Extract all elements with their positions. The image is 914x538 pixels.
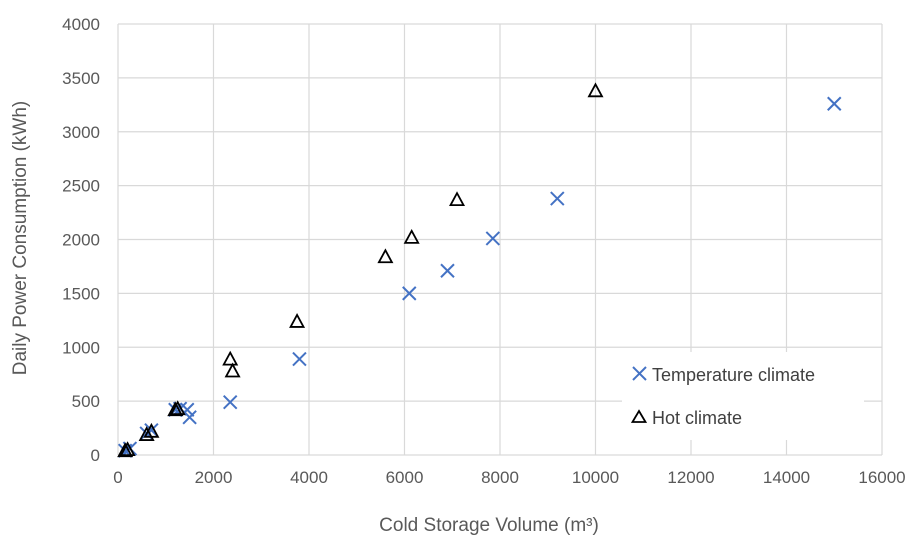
hot-climate-point	[449, 191, 466, 207]
y-tick-label: 1000	[62, 338, 100, 357]
temperature-climate-point	[550, 191, 565, 206]
x-axis-title: Cold Storage Volume (m³)	[379, 515, 599, 536]
temperature-climate-point	[182, 410, 197, 425]
temperature-climate-point	[402, 286, 417, 301]
temperature-climate-point	[827, 96, 842, 111]
y-tick-label: 2500	[62, 177, 100, 196]
legend-marker-hot	[630, 409, 648, 423]
y-tick-label: 500	[72, 392, 100, 411]
hot-climate-point	[143, 422, 160, 438]
x-tick-label: 2000	[195, 468, 233, 487]
x-tick-label: 12000	[667, 468, 714, 487]
data-points	[117, 82, 842, 458]
x-tick-label: 10000	[572, 468, 619, 487]
hot-climate-point	[377, 248, 394, 264]
temperature-climate-point	[292, 351, 307, 367]
hot-climate-point	[222, 350, 239, 366]
hot-climate-point	[138, 426, 155, 441]
x-tick-label: 4000	[290, 468, 328, 487]
legend: Temperature climate Hot climate	[622, 352, 864, 440]
y-tick-label: 3500	[62, 69, 100, 88]
grid-lines	[117, 23, 883, 456]
y-tick-label: 3000	[62, 123, 100, 142]
temperature-climate-point	[440, 263, 455, 278]
y-tick-label: 2000	[62, 231, 100, 250]
hot-climate-point	[587, 82, 604, 98]
hot-climate-point	[119, 441, 136, 457]
y-axis-title: Daily Power Consumption (kWh)	[10, 101, 31, 376]
y-tick-label: 4000	[62, 15, 100, 34]
hot-climate-point	[117, 442, 134, 458]
x-tick-label: 8000	[481, 468, 519, 487]
legend-background	[622, 352, 864, 440]
hot-climate-point	[167, 401, 184, 417]
hot-climate-point	[169, 400, 186, 416]
x-tick-label: 14000	[763, 468, 810, 487]
y-tick-label: 0	[91, 446, 100, 465]
x-tick-label: 16000	[858, 468, 905, 487]
hot-climate-point	[403, 228, 420, 244]
legend-marker-temperature	[632, 366, 647, 381]
x-tick-label: 6000	[386, 468, 424, 487]
y-tick-labels: 0 500 1000 1500 2000 2500 3000 3500 4000	[62, 15, 100, 465]
x-tick-labels: 0 2000 4000 6000 8000 10000 12000 14000 16000	[113, 468, 905, 487]
temperature-climate-point	[485, 231, 501, 246]
hot-climate-point	[289, 312, 306, 328]
hot-climate-point	[224, 362, 241, 378]
y-tick-label: 1500	[62, 284, 100, 303]
legend-label-temperature: Temperature climate	[652, 365, 815, 385]
x-tick-label: 0	[113, 468, 122, 487]
legend-label-hot: Hot climate	[652, 408, 742, 428]
temperature-climate-point	[223, 394, 238, 410]
series-triangle	[117, 82, 604, 458]
